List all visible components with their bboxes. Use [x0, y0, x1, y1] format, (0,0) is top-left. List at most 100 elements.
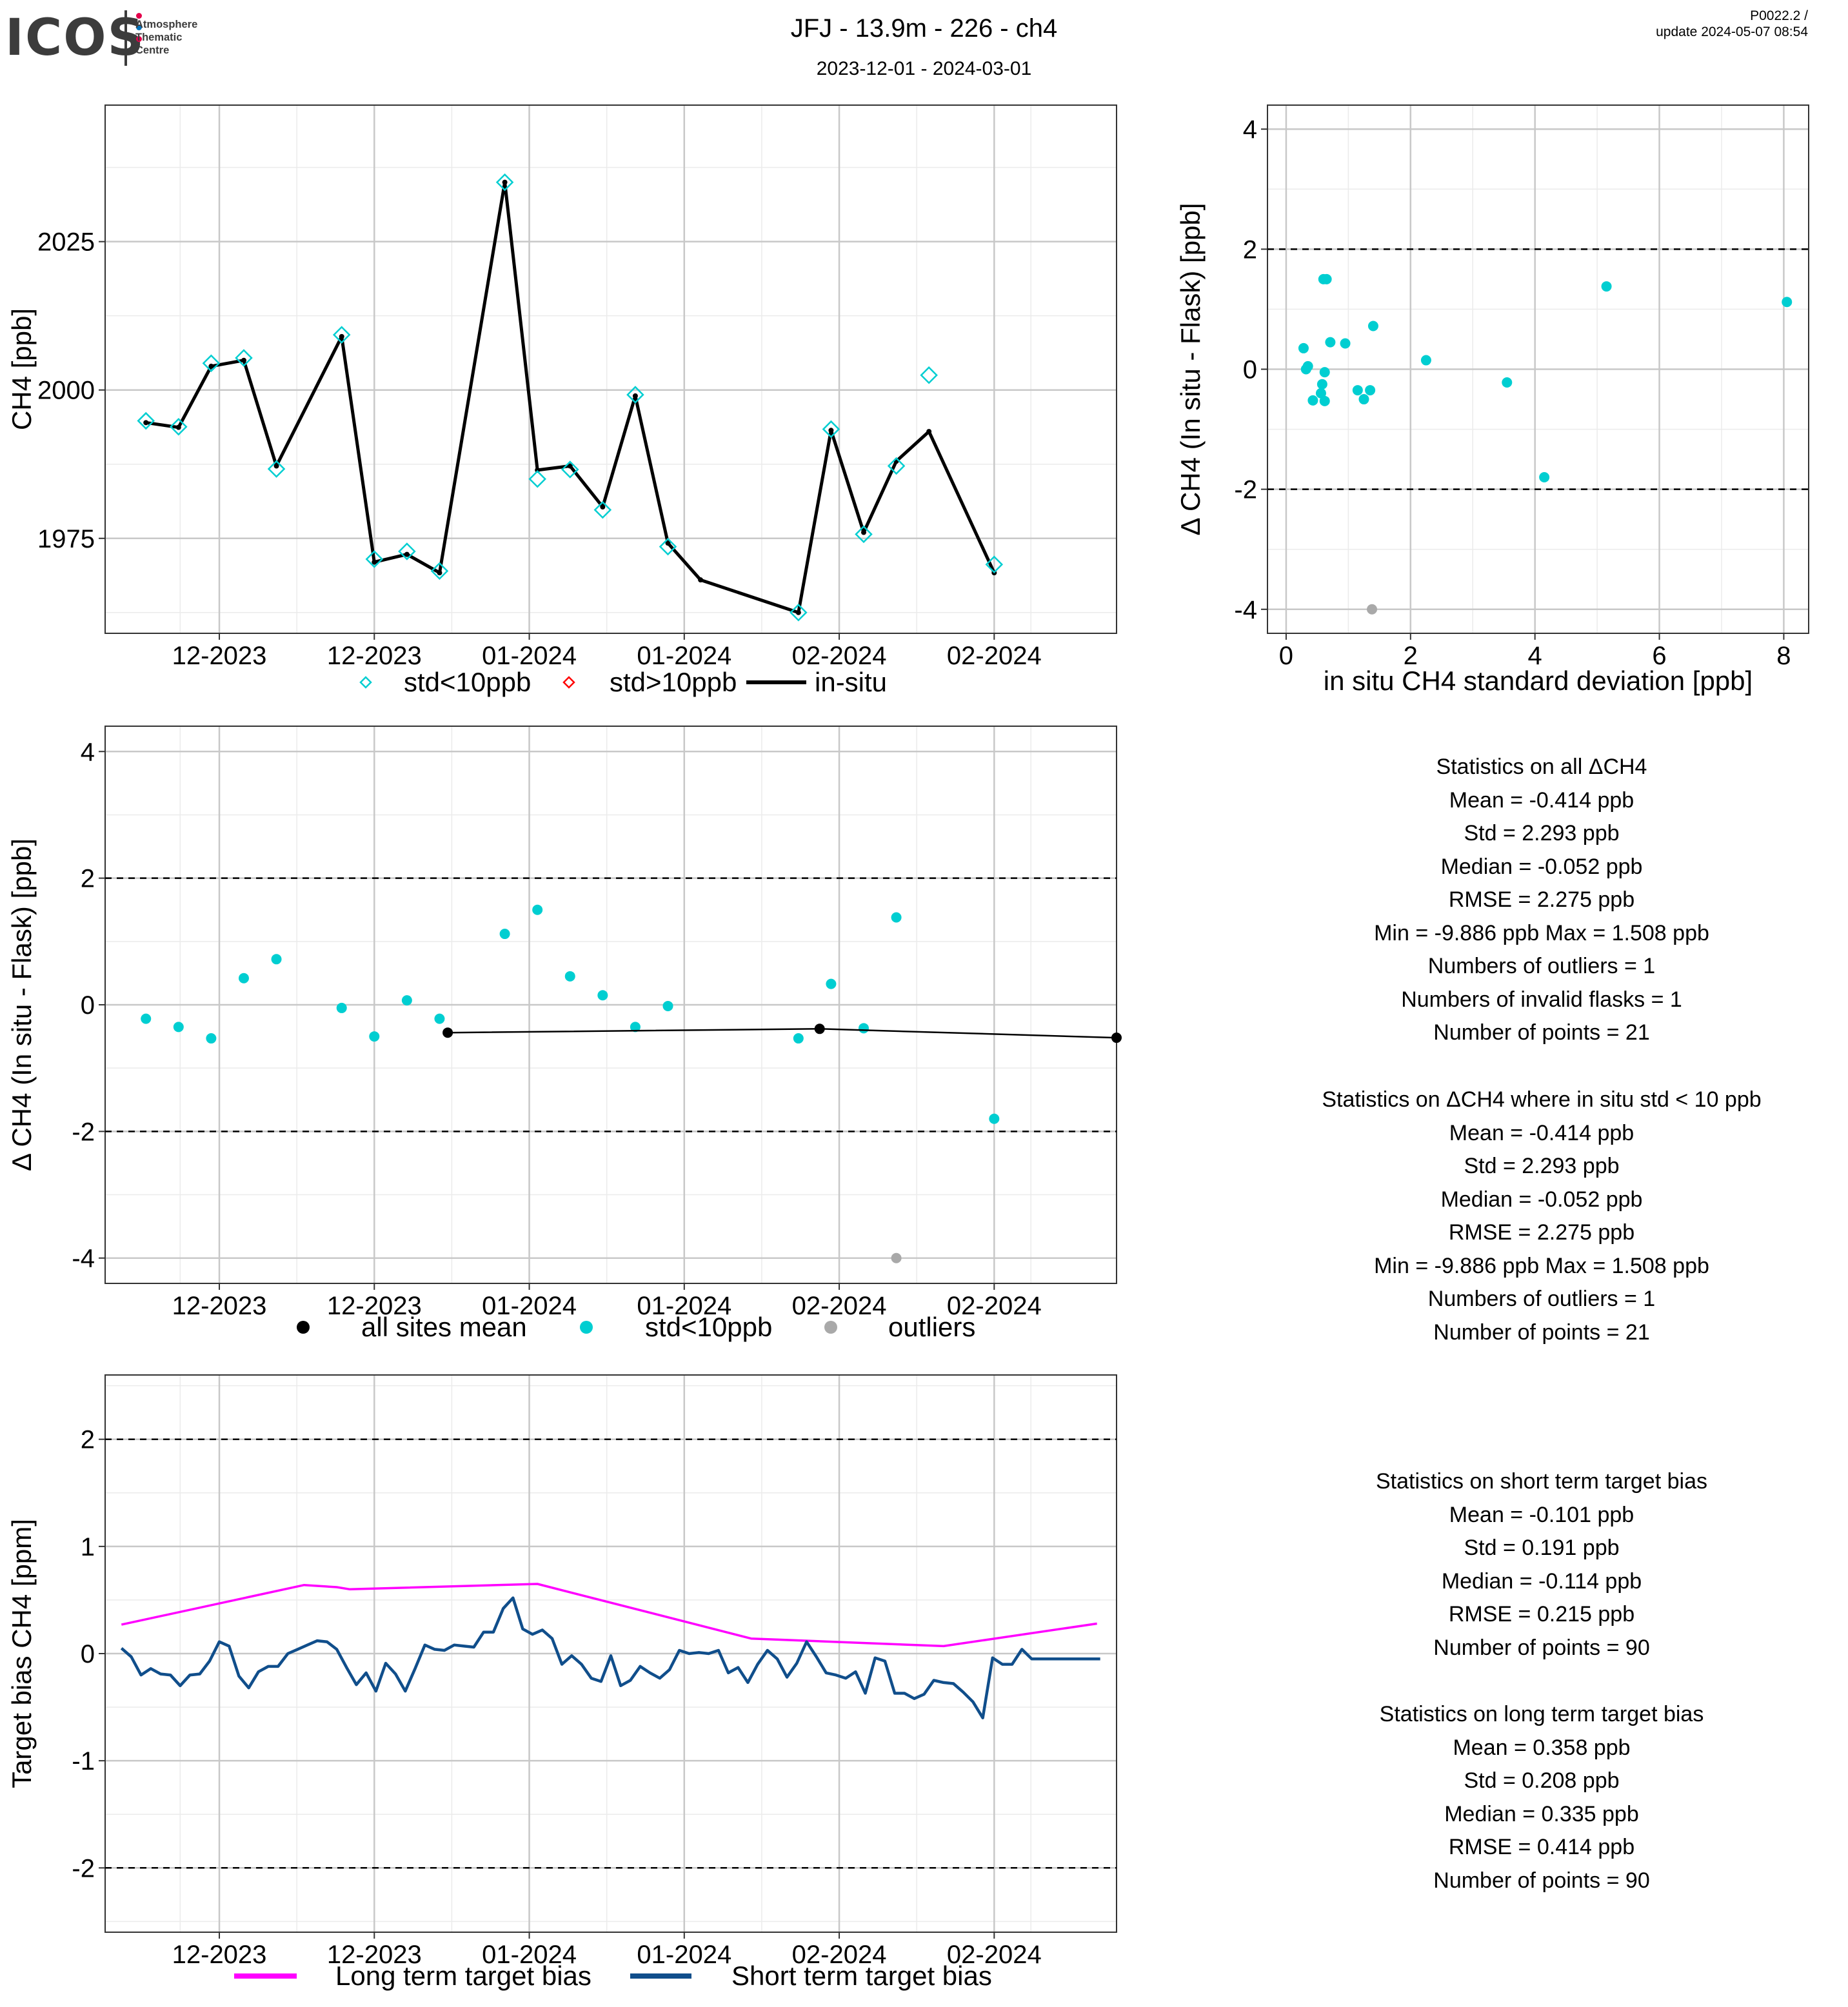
x-tick-label: 02-2024: [947, 1941, 1042, 1969]
y-tick-label: -4: [1234, 596, 1257, 624]
data-point: [1358, 394, 1369, 405]
version-info: P0022.2 / update 2024-05-07 08:54: [1656, 8, 1808, 40]
legend-dot-icon: [297, 1321, 310, 1334]
in-situ-point: [698, 577, 704, 583]
x-tick-label: 01-2024: [637, 642, 731, 670]
x-tick-label: 8: [1776, 642, 1791, 670]
legend-diamond-icon: [359, 676, 372, 689]
y-tick-label: 0: [81, 1640, 95, 1668]
stats-heading: Statistics on all ΔCH4: [1436, 755, 1647, 779]
flask-diamond-marker: [137, 411, 155, 430]
data-point: [1325, 337, 1336, 348]
in-situ-point: [273, 463, 279, 469]
x-tick-label: 02-2024: [792, 1292, 887, 1320]
outlier-point: [1367, 604, 1378, 615]
in-situ-point: [632, 393, 638, 399]
stats-line: Std = 2.293 ppb: [1464, 1154, 1620, 1178]
y-tick-label: 1: [81, 1533, 95, 1561]
legend-dot-icon: [824, 1321, 837, 1334]
stats-long-block: Statistics on long term target bias Mean…: [1258, 1698, 1825, 1897]
x-tick-label: 01-2024: [482, 1941, 577, 1969]
data-point: [891, 912, 902, 923]
flask-diamond-marker: [659, 537, 677, 556]
data-point: [369, 1031, 380, 1042]
flask-diamond-marker: [887, 457, 906, 475]
logo-sub-line: Atmosphere: [135, 19, 198, 30]
y-tick-label: 2: [1243, 235, 1257, 264]
flask-diamond-marker: [170, 417, 188, 436]
in-situ-point: [600, 504, 606, 509]
y-tick-label: -1: [72, 1747, 95, 1775]
data-point: [1307, 395, 1318, 406]
stats-line: Std = 0.208 ppb: [1464, 1768, 1620, 1793]
legend-label: in-situ: [815, 667, 887, 697]
flask-diamond-marker: [235, 349, 253, 367]
in-situ-line: [145, 181, 996, 615]
in-situ-point: [861, 529, 866, 535]
long-term-bias-line: [121, 1583, 1097, 1648]
stats-line: Numbers of outliers = 1: [1427, 1287, 1656, 1311]
flask-diamond-marker: [593, 500, 612, 519]
stats-heading: Statistics on short term target bias: [1376, 1469, 1707, 1494]
page-subtitle: 2023-12-01 - 2024-03-01: [816, 58, 1032, 79]
update-label: update 2024-05-07 08:54: [1656, 25, 1808, 39]
in-situ-point: [502, 179, 508, 185]
in-situ-point: [241, 357, 246, 363]
y-tick-label: 1975: [37, 525, 95, 553]
in-situ-point: [795, 609, 801, 615]
legend-label: std<10ppb: [404, 667, 531, 697]
stats-line: Number of points = 21: [1433, 1320, 1650, 1345]
stats-line: Min = -9.886 ppb Max = 1.508 ppb: [1374, 920, 1709, 945]
y-tick-label: -4: [72, 1245, 95, 1273]
data-point: [1502, 377, 1513, 388]
data-point: [1601, 281, 1612, 292]
in-situ-point: [372, 559, 377, 565]
data-point: [238, 973, 249, 984]
in-situ-point: [404, 551, 410, 557]
data-point: [1316, 379, 1327, 390]
in-situ-point: [208, 363, 214, 369]
stats-heading: Statistics on ΔCH4 where in situ std < 1…: [1322, 1087, 1762, 1112]
in-situ-point: [828, 428, 834, 433]
stats-all-block: Statistics on all ΔCH4 Mean = -0.414 ppb…: [1258, 751, 1825, 1050]
stats-line: Std = 0.191 ppb: [1464, 1536, 1620, 1560]
data-point: [1365, 385, 1376, 396]
data-point: [271, 954, 282, 965]
flask-diamond-marker: [332, 326, 351, 344]
x-tick-label: 01-2024: [637, 1941, 731, 1969]
in-situ-point: [567, 463, 573, 469]
y-tick-label: 4: [1243, 115, 1257, 144]
flask-diamond-marker: [202, 354, 221, 373]
mean-point: [442, 1027, 453, 1038]
stats-heading: Statistics on long term target bias: [1379, 1702, 1704, 1726]
x-tick-label: 0: [1279, 642, 1293, 670]
stats-line: Mean = -0.414 ppb: [1449, 787, 1634, 813]
stats-std-block: Statistics on ΔCH4 where in situ std < 1…: [1258, 1083, 1825, 1349]
stats-line: Mean = -0.101 ppb: [1449, 1502, 1634, 1527]
y-tick-label: -2: [72, 1118, 95, 1146]
flask-diamond-marker: [495, 173, 514, 192]
flask-diamond-marker: [920, 366, 938, 384]
stats-line: Numbers of invalid flasks = 1: [1401, 987, 1682, 1012]
data-point: [206, 1033, 217, 1044]
data-point: [401, 995, 412, 1006]
in-situ-point: [665, 540, 671, 546]
flask-diamond-marker: [626, 386, 644, 404]
data-point: [1319, 367, 1330, 378]
mean-point: [1111, 1033, 1122, 1043]
in-situ-point: [143, 420, 149, 426]
logo-subtitle: Atmosphere Thematic Centre: [135, 18, 197, 57]
stats-line: RMSE = 0.215 ppb: [1448, 1602, 1635, 1626]
flask-diamond-marker: [398, 542, 416, 560]
y-tick-label: 2: [81, 1426, 95, 1454]
stats-line: Mean = 0.358 ppb: [1453, 1735, 1631, 1760]
in-situ-point: [926, 429, 932, 435]
y-tick-label: 0: [81, 991, 95, 1020]
legend-label: std>10ppb: [610, 667, 737, 697]
x-tick-label: 12-2023: [327, 1292, 422, 1320]
stats-line: Min = -9.886 ppb Max = 1.508 ppb: [1374, 1253, 1709, 1278]
stats-line: Median = -0.114 ppb: [1441, 1568, 1642, 1594]
flask-diamond-marker: [430, 562, 449, 580]
mean-point: [814, 1023, 825, 1034]
data-point: [1782, 297, 1793, 308]
